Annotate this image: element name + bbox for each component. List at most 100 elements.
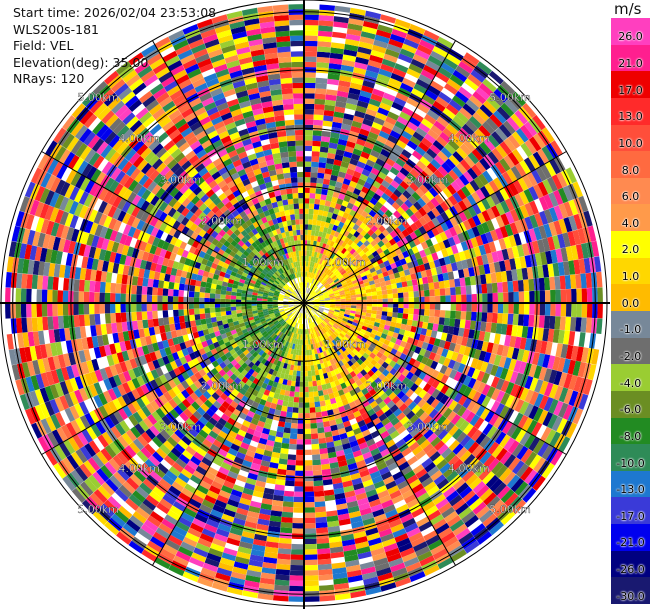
velocity-gate xyxy=(431,252,439,261)
velocity-gate xyxy=(456,335,463,345)
velocity-gate xyxy=(363,225,371,233)
velocity-gate xyxy=(452,192,463,203)
velocity-gate xyxy=(486,342,494,354)
velocity-gate xyxy=(308,296,313,301)
velocity-gate xyxy=(315,83,327,90)
velocity-gate xyxy=(341,200,349,208)
velocity-gate xyxy=(408,303,415,309)
velocity-gate xyxy=(362,118,374,127)
velocity-gate xyxy=(319,199,326,206)
velocity-gate xyxy=(315,275,320,281)
velocity-gate xyxy=(387,303,394,308)
velocity-gate xyxy=(427,322,434,331)
velocity-gate xyxy=(327,257,333,264)
velocity-gate xyxy=(403,303,409,309)
velocity-gate xyxy=(358,41,373,50)
velocity-gate xyxy=(349,180,358,188)
velocity-gate xyxy=(556,172,568,188)
velocity-gate xyxy=(463,268,470,278)
velocity-gate xyxy=(538,315,545,328)
velocity-gate xyxy=(337,316,344,320)
velocity-gate xyxy=(329,307,336,310)
velocity-gate xyxy=(400,82,414,93)
velocity-gate xyxy=(323,292,329,296)
velocity-gate xyxy=(445,103,459,116)
velocity-gate xyxy=(320,141,330,148)
velocity-gate xyxy=(382,294,388,299)
velocity-gate xyxy=(307,277,310,283)
velocity-gate xyxy=(304,517,316,524)
velocity-gate xyxy=(319,305,325,308)
velocity-gate xyxy=(435,224,445,234)
velocity-gate xyxy=(476,312,483,322)
velocity-gate xyxy=(316,527,329,534)
velocity-gate xyxy=(288,443,297,450)
velocity-gate xyxy=(370,232,378,240)
velocity-gate xyxy=(355,138,366,147)
velocity-gate xyxy=(415,188,425,198)
velocity-gate xyxy=(437,66,453,79)
velocity-gate xyxy=(369,284,376,289)
velocity-gate xyxy=(534,252,543,266)
velocity-gate xyxy=(377,240,385,248)
velocity-gate xyxy=(481,372,490,384)
velocity-gate xyxy=(310,177,318,183)
velocity-gate xyxy=(15,303,22,319)
velocity-gate xyxy=(395,322,402,329)
velocity-gate xyxy=(548,398,559,414)
velocity-gate xyxy=(429,309,435,317)
velocity-gate xyxy=(324,308,330,312)
velocity-gate xyxy=(411,245,419,254)
velocity-gate xyxy=(361,186,370,194)
velocity-gate xyxy=(426,343,434,352)
velocity-gate xyxy=(403,269,411,276)
velocity-gate xyxy=(313,203,320,210)
velocity-gate xyxy=(450,180,461,192)
velocity-gate xyxy=(471,148,484,161)
velocity-gate xyxy=(497,303,504,314)
velocity-gate xyxy=(319,277,324,283)
velocity-gate xyxy=(364,285,371,290)
velocity-gate xyxy=(470,311,477,321)
velocity-gate xyxy=(544,290,551,303)
velocity-gate xyxy=(423,29,440,42)
velocity-gate xyxy=(335,214,343,222)
velocity-gate xyxy=(361,306,367,310)
velocity-gate xyxy=(364,113,376,122)
velocity-gate xyxy=(466,303,472,312)
velocity-gate xyxy=(314,300,320,302)
velocity-gate xyxy=(147,319,154,328)
velocity-gate xyxy=(304,82,316,89)
velocity-gate xyxy=(337,138,348,146)
velocity-gate xyxy=(393,188,403,198)
velocity-gate xyxy=(393,235,401,243)
velocity-gate xyxy=(412,131,425,142)
velocity-gate xyxy=(481,341,489,352)
velocity-gate xyxy=(363,240,371,247)
velocity-gate xyxy=(343,316,349,320)
velocity-gate xyxy=(304,135,313,141)
velocity-gate xyxy=(308,277,311,283)
velocity-gate xyxy=(310,235,315,241)
velocity-gate xyxy=(534,212,544,227)
velocity-gate xyxy=(307,295,312,300)
velocity-gate xyxy=(570,245,579,261)
velocity-gate xyxy=(520,142,533,158)
velocity-gate xyxy=(384,188,393,197)
velocity-gate xyxy=(454,177,466,189)
velocity-gate xyxy=(578,393,589,410)
velocity-gate xyxy=(469,179,480,192)
velocity-gate xyxy=(542,328,550,342)
velocity-gate xyxy=(178,315,185,323)
velocity-gate xyxy=(318,231,323,238)
velocity-gate xyxy=(387,269,394,276)
velocity-gate xyxy=(304,103,315,110)
velocity-gate xyxy=(365,159,376,168)
velocity-gate xyxy=(506,117,520,132)
velocity-gate xyxy=(488,262,496,274)
velocity-gate xyxy=(353,237,361,245)
velocity-gate xyxy=(495,127,508,142)
velocity-gate xyxy=(489,113,503,128)
velocity-gate xyxy=(336,226,342,233)
velocity-gate xyxy=(537,265,544,279)
